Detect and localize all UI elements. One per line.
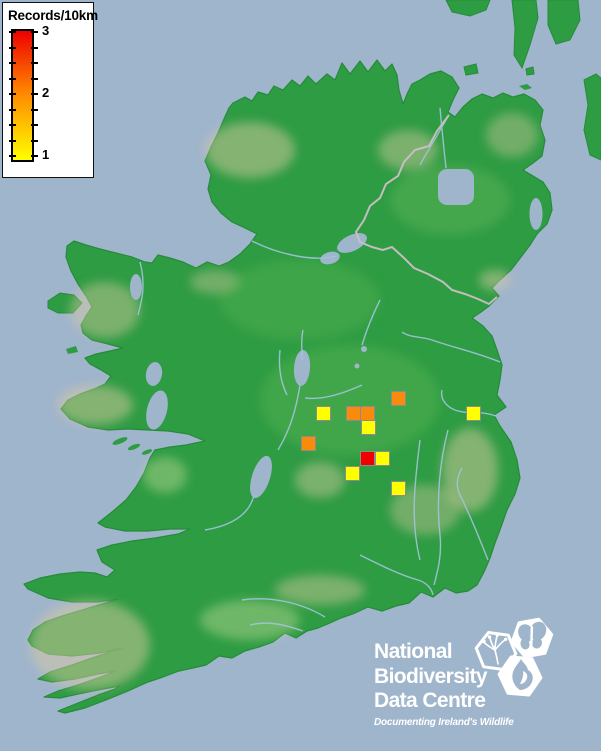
legend-tick-label: 3 <box>42 23 50 38</box>
clare-island <box>66 346 78 354</box>
record-square[interactable] <box>361 420 376 435</box>
record-square[interactable] <box>316 406 331 421</box>
scotland-islands <box>445 0 601 161</box>
legend-tick <box>9 139 16 142</box>
record-square[interactable] <box>360 451 375 466</box>
legend-tick <box>9 124 16 126</box>
ni-border-line <box>354 114 498 306</box>
record-square[interactable] <box>375 451 390 466</box>
record-square[interactable] <box>391 481 406 496</box>
legend-colorbar-wrap: 3 2 1 <box>9 23 93 169</box>
logo-line-2: Biodiversity <box>374 664 488 688</box>
record-square[interactable] <box>360 406 375 421</box>
rivers <box>137 107 501 632</box>
legend-tick <box>9 31 16 33</box>
strangford-lough <box>529 198 543 230</box>
legend-tick-label: 2 <box>42 85 50 100</box>
logo-line-1: National <box>374 640 453 663</box>
records-legend: Records/10km 3 2 1 <box>2 2 98 178</box>
legend-tick <box>31 155 38 157</box>
legend-tick <box>9 77 16 80</box>
legend-tick-label: 1 <box>42 147 50 162</box>
record-square[interactable] <box>391 391 406 406</box>
butterfly-hexagon-icon <box>510 617 554 659</box>
legend-tick <box>9 62 16 64</box>
record-square[interactable] <box>466 406 481 421</box>
legend-tick <box>31 62 38 64</box>
animal-hexagon-icon <box>497 655 543 697</box>
aran-island <box>127 443 141 451</box>
legend-tick <box>9 93 16 95</box>
nbdc-logo-hexagons <box>474 617 554 697</box>
aran-island <box>141 449 153 455</box>
legend-tick <box>31 108 38 111</box>
legend-tick <box>31 124 38 126</box>
legend-tick <box>31 77 38 80</box>
lakes <box>130 169 543 499</box>
legend-colorbar <box>11 29 34 162</box>
record-square[interactable] <box>301 436 316 451</box>
lough-neagh <box>438 169 474 205</box>
record-square[interactable] <box>346 406 361 421</box>
logo-tagline: Documenting Ireland's Wildlife <box>374 716 514 728</box>
legend-tick <box>31 46 38 49</box>
logo-line-3: Data Centre <box>374 689 486 712</box>
legend-tick <box>9 46 16 49</box>
legend-tick <box>31 139 38 142</box>
legend-tick <box>9 108 16 111</box>
legend-title: Records/10km <box>8 8 98 23</box>
legend-tick <box>31 93 38 95</box>
relief-shading <box>30 113 538 690</box>
aran-island <box>112 437 128 445</box>
legend-tick <box>31 31 38 33</box>
nbdc-logo: National Biodiversity Data Centre Docume… <box>374 640 514 728</box>
record-square[interactable] <box>345 466 360 481</box>
rathlin-island <box>519 84 532 90</box>
legend-tick <box>9 155 16 157</box>
